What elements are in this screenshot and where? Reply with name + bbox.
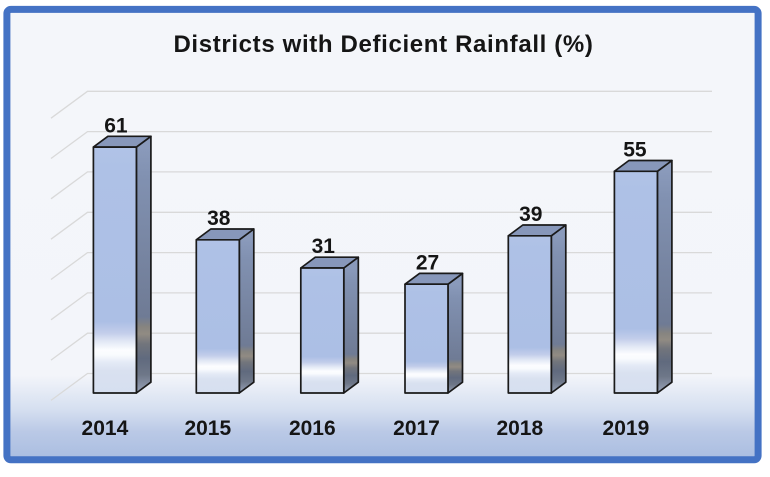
svg-text:55: 55 (623, 139, 647, 162)
svg-text:2015: 2015 (184, 417, 231, 440)
svg-text:Districts with Deficient Rainf: Districts with Deficient Rainfall (%) (173, 31, 593, 58)
svg-text:2014: 2014 (82, 417, 129, 440)
svg-text:61: 61 (104, 114, 128, 137)
svg-text:2017: 2017 (393, 417, 440, 440)
svg-text:31: 31 (312, 235, 336, 258)
svg-text:2018: 2018 (496, 417, 543, 440)
svg-text:27: 27 (416, 251, 439, 274)
svg-text:39: 39 (519, 203, 542, 226)
svg-text:2019: 2019 (603, 417, 650, 440)
svg-text:38: 38 (207, 207, 231, 230)
svg-text:2016: 2016 (289, 417, 336, 440)
